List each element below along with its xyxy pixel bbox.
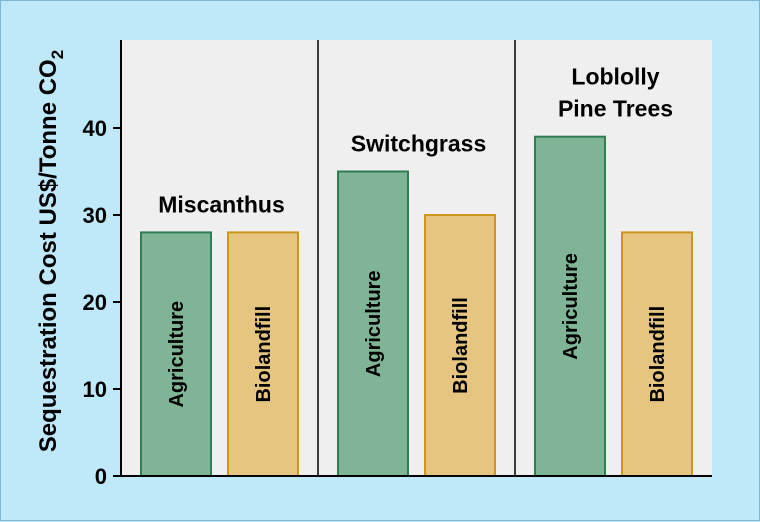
bar-agriculture — [534, 135, 606, 477]
y-tick-label: 10 — [83, 377, 107, 402]
y-axis-label-text: Sequestration Cost US$/Tonne CO — [35, 59, 62, 452]
bar-label: Biolandfill — [647, 306, 669, 403]
bar-label: Biolandfill — [253, 306, 275, 403]
bar-biolandfill — [621, 231, 693, 477]
group-title: Loblolly Pine Trees — [558, 64, 673, 122]
bar-label: Agriculture — [560, 253, 582, 360]
y-tick-label: 40 — [83, 116, 107, 141]
bar-agriculture — [337, 170, 409, 477]
y-axis-label: Sequestration Cost US$/Tonne CO2 — [35, 50, 67, 452]
plot-area — [121, 40, 712, 476]
group-title: Switchgrass — [351, 131, 487, 157]
bar-biolandfill — [424, 214, 496, 477]
y-tick-label: 30 — [83, 203, 107, 228]
group-title: Miscanthus — [158, 191, 285, 217]
bar-label: Agriculture — [166, 301, 188, 408]
bar-agriculture — [140, 231, 212, 477]
y-tick-label: 20 — [83, 290, 107, 315]
y-axis-label-subscript: 2 — [48, 50, 67, 59]
bar-label: Biolandfill — [450, 297, 472, 394]
y-tick-label: 0 — [95, 464, 107, 489]
bar-label: Agriculture — [363, 270, 385, 377]
